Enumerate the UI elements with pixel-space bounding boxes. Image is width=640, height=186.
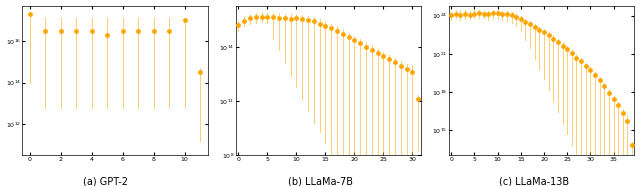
Point	[483, 13, 493, 16]
Point	[401, 67, 412, 70]
Point	[613, 104, 623, 107]
Point	[86, 29, 97, 32]
Point	[320, 24, 330, 27]
Point	[506, 14, 516, 17]
Point	[344, 36, 354, 39]
Point	[326, 27, 337, 30]
Point	[539, 31, 549, 34]
Point	[534, 28, 545, 31]
Point	[497, 12, 508, 15]
Point	[390, 61, 400, 64]
Point	[332, 29, 342, 32]
Point	[511, 15, 521, 18]
Point	[303, 19, 313, 22]
Point	[474, 12, 484, 15]
Point	[297, 18, 307, 21]
Point	[469, 12, 479, 15]
Point	[361, 45, 371, 48]
Point	[251, 16, 261, 19]
Point	[308, 20, 319, 23]
Point	[585, 69, 595, 72]
Point	[456, 13, 466, 16]
Point	[618, 111, 628, 114]
Point	[516, 18, 526, 21]
Point	[268, 16, 278, 19]
Point	[576, 60, 586, 63]
Point	[378, 55, 388, 58]
Point	[562, 48, 572, 51]
Point	[239, 19, 250, 22]
Point	[291, 17, 301, 20]
Point	[148, 29, 159, 32]
Point	[179, 19, 189, 22]
Text: (a) GPT-2: (a) GPT-2	[83, 176, 128, 186]
Point	[493, 11, 503, 14]
Point	[566, 52, 577, 55]
Point	[460, 13, 470, 16]
Point	[285, 17, 296, 20]
Point	[71, 29, 81, 32]
Point	[590, 73, 600, 76]
Point	[543, 34, 554, 37]
Point	[234, 24, 244, 27]
Point	[520, 20, 531, 23]
Point	[413, 98, 423, 101]
Point	[553, 40, 563, 43]
Point	[557, 44, 568, 47]
Point	[595, 78, 605, 81]
Point	[488, 12, 498, 15]
Point	[446, 14, 456, 17]
Point	[396, 64, 406, 67]
Point	[599, 85, 609, 88]
Point	[262, 16, 273, 19]
Point	[465, 13, 475, 16]
Point	[502, 13, 512, 16]
Point	[280, 17, 290, 20]
Point	[609, 97, 619, 100]
Point	[407, 71, 417, 74]
Point	[40, 29, 51, 32]
Text: (c) LLaMa-13B: (c) LLaMa-13B	[499, 176, 570, 186]
Point	[349, 39, 360, 42]
Point	[580, 64, 591, 67]
Point	[314, 22, 324, 25]
Point	[622, 119, 632, 122]
Point	[372, 52, 383, 54]
Point	[627, 144, 637, 147]
Point	[451, 12, 461, 15]
Point	[338, 32, 348, 35]
Point	[529, 25, 540, 28]
Point	[195, 71, 205, 74]
Point	[384, 58, 394, 61]
Point	[133, 29, 143, 32]
Point	[245, 17, 255, 20]
Point	[525, 23, 535, 26]
Point	[355, 42, 365, 45]
Point	[479, 12, 489, 15]
Point	[25, 12, 35, 15]
Point	[604, 91, 614, 94]
Point	[548, 37, 558, 40]
Point	[257, 15, 267, 18]
Point	[572, 56, 582, 59]
Point	[118, 29, 128, 32]
Point	[56, 29, 66, 32]
Point	[164, 29, 174, 32]
Point	[367, 48, 377, 51]
Text: (b) LLaMa-7B: (b) LLaMa-7B	[287, 176, 353, 186]
Point	[274, 16, 284, 19]
Point	[102, 33, 113, 36]
